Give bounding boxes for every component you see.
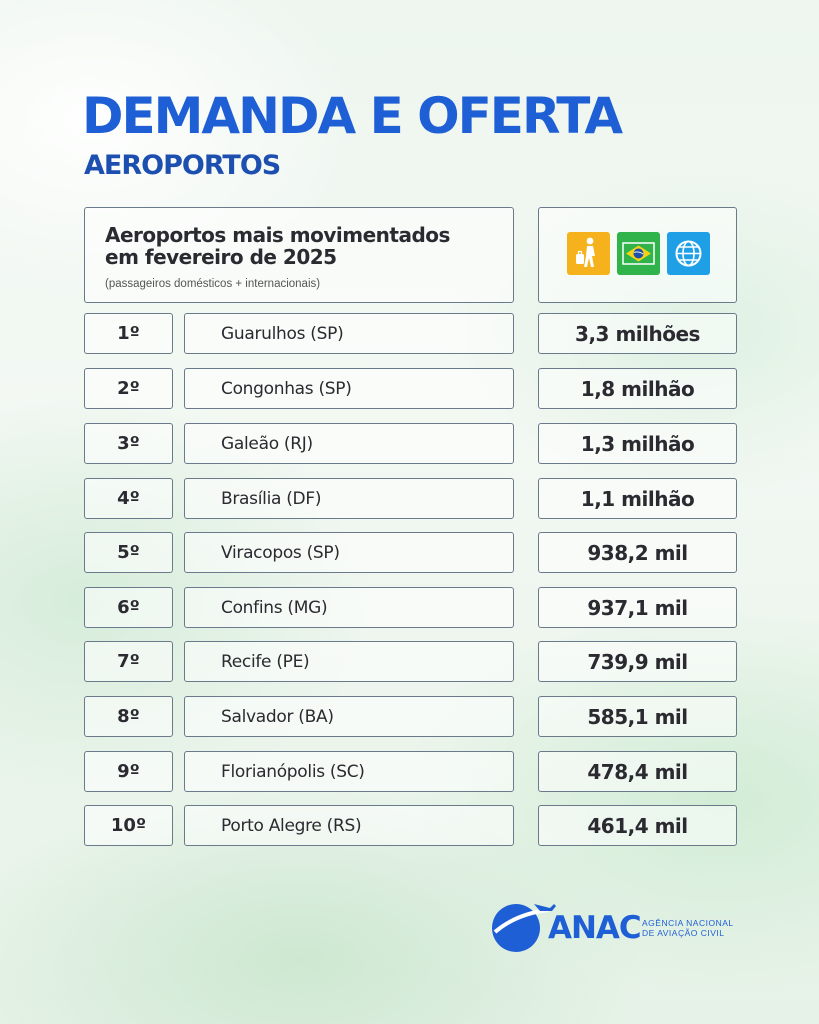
rank-cell-6: 6º	[84, 587, 173, 628]
passengers-cell-3: 1,3 milhão	[538, 423, 737, 464]
brazil-flag-icon	[617, 232, 660, 275]
airport-cell-3: Galeão (RJ)	[184, 423, 514, 464]
rank-cell-9: 9º	[84, 751, 173, 792]
rank-cell-1: 1º	[84, 313, 173, 354]
passengers-cell-6: 937,1 mil	[538, 587, 737, 628]
category-icons	[538, 207, 737, 303]
airport-cell-2: Congonhas (SP)	[184, 368, 514, 409]
passengers-cell-10: 461,4 mil	[538, 805, 737, 846]
airport-cell-6: Confins (MG)	[184, 587, 514, 628]
rank-cell-5: 5º	[84, 532, 173, 573]
passengers-cell-2: 1,8 milhão	[538, 368, 737, 409]
logo-subtitle: AGÊNCIA NACIONAL DE AVIAÇÃO CIVIL	[642, 918, 734, 938]
rank-cell-7: 7º	[84, 641, 173, 682]
page-title: DEMANDA E OFERTA	[82, 87, 623, 145]
passengers-cell-1: 3,3 milhões	[538, 313, 737, 354]
airport-cell-10: Porto Alegre (RS)	[184, 805, 514, 846]
airport-cell-7: Recife (PE)	[184, 641, 514, 682]
rank-cell-8: 8º	[84, 696, 173, 737]
globe-icon	[667, 232, 710, 275]
page-subtitle: AEROPORTOS	[84, 150, 281, 181]
airport-cell-9: Florianópolis (SC)	[184, 751, 514, 792]
anac-logo-icon	[492, 904, 556, 952]
rank-cell-3: 3º	[84, 423, 173, 464]
table-header: Aeroportos mais movimentados em fevereir…	[84, 207, 514, 303]
airport-cell-8: Salvador (BA)	[184, 696, 514, 737]
airport-cell-5: Viracopos (SP)	[184, 532, 514, 573]
passengers-cell-5: 938,2 mil	[538, 532, 737, 573]
passengers-cell-8: 585,1 mil	[538, 696, 737, 737]
passengers-cell-7: 739,9 mil	[538, 641, 737, 682]
airport-cell-1: Guarulhos (SP)	[184, 313, 514, 354]
table-title: Aeroportos mais movimentados em fevereir…	[105, 223, 450, 269]
rank-cell-4: 4º	[84, 478, 173, 519]
airport-cell-4: Brasília (DF)	[184, 478, 514, 519]
logo-name: ANAC	[548, 910, 642, 946]
table-note: (passageiros domésticos + internacionais…	[105, 278, 321, 290]
rank-cell-10: 10º	[84, 805, 173, 846]
traveler-icon	[567, 232, 610, 275]
passengers-cell-9: 478,4 mil	[538, 751, 737, 792]
rank-cell-2: 2º	[84, 368, 173, 409]
passengers-cell-4: 1,1 milhão	[538, 478, 737, 519]
